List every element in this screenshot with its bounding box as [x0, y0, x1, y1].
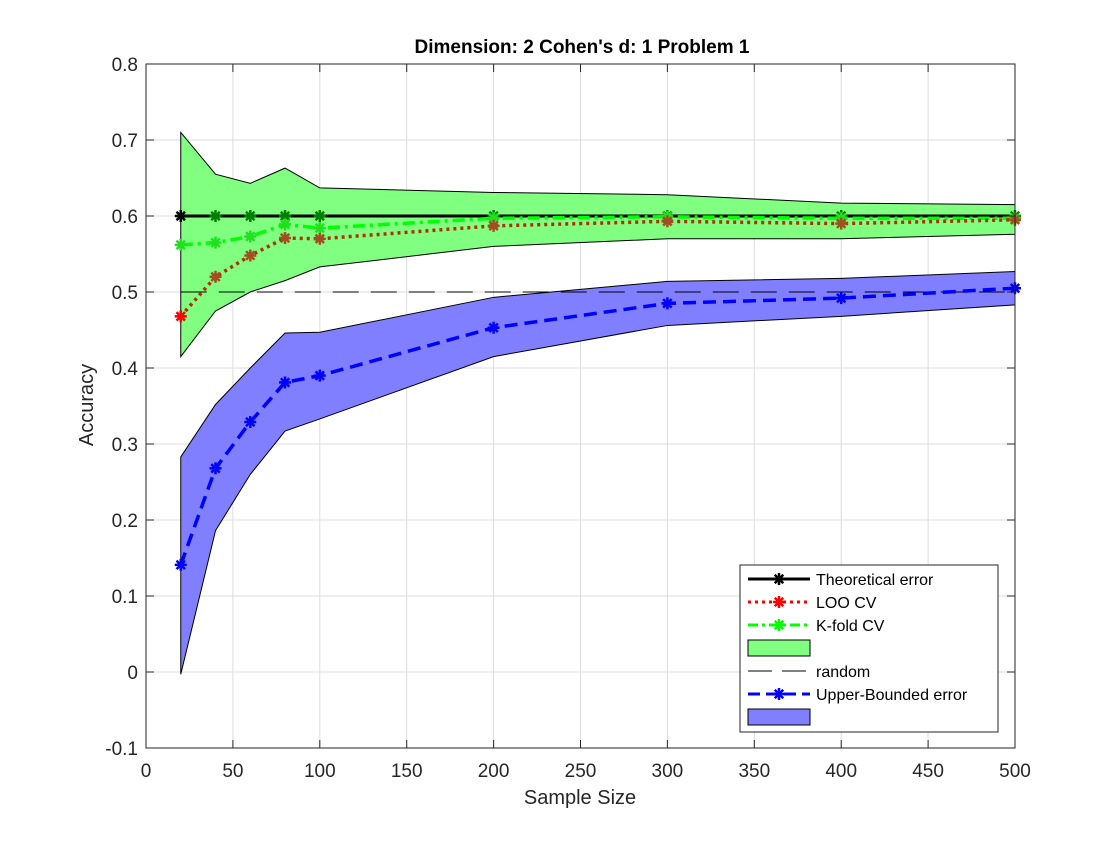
x-tick-label: 350 [738, 761, 770, 782]
loo-cv-point [174, 310, 187, 323]
y-tick-label: 0 [127, 663, 138, 684]
legend-label: random [816, 664, 870, 681]
loo-cv-point [244, 249, 257, 262]
k-fold-cv-point [279, 218, 292, 231]
loo-cv-point [279, 232, 292, 245]
k-fold-cv-line [180, 215, 1015, 247]
loo-cv-line [179, 218, 1016, 318]
x-tick-label: 250 [565, 761, 597, 782]
k-fold-cv-point [313, 222, 326, 235]
upper-bounded-error-point [835, 292, 848, 305]
legend-label: Upper-Bounded error [816, 687, 968, 704]
y-tick-label: 0.8 [112, 55, 138, 76]
y-tick-label: 0.1 [112, 587, 138, 608]
loo-cv-point [835, 217, 848, 230]
x-tick-label: 150 [391, 761, 423, 782]
upper-bounded-error-point [209, 462, 222, 475]
k-fold-cv-point [174, 238, 187, 251]
y-tick-label: 0.7 [112, 131, 138, 152]
legend: Theoretical error LOO CV K-fold CV random Up… [739, 564, 999, 733]
y-tick-label: 0.5 [112, 283, 138, 304]
y-tick-label: 0.6 [112, 207, 138, 228]
theoretical-error-point [244, 210, 257, 222]
upper-bounded-error-point [661, 297, 674, 310]
loo-cv-point [209, 270, 222, 283]
y-axis-label: Accuracy [76, 364, 98, 446]
y-tick-label: -0.1 [105, 739, 138, 760]
theoretical-error-point [209, 210, 222, 222]
y-tick-label: 0.3 [112, 435, 138, 456]
legend-label: LOO CV [816, 595, 877, 612]
x-tick-label: 300 [652, 761, 684, 782]
axes-layer [145, 63, 1016, 749]
loo-cv-point [661, 215, 674, 228]
y-tick-label: 0.4 [112, 359, 139, 380]
line-layer [174, 210, 1021, 571]
upper-bounded-error-point [279, 376, 292, 389]
legend-label: Theoretical error [816, 572, 934, 589]
legend-band-swatch [747, 708, 811, 726]
upper-bounded-error-point [487, 321, 500, 334]
x-tick-label: 100 [304, 761, 336, 782]
x-tick-label: 450 [912, 761, 944, 782]
chart-title: Dimension: 2 Cohen's d: 1 Problem 1 [415, 37, 750, 58]
x-tick-labels: 0 50 100 150 200 250 300 350 400 450 500 [141, 761, 1031, 782]
legend-marker [773, 619, 785, 631]
upper-bounded-error-point [313, 369, 326, 382]
upper-bounded-error-point [174, 558, 187, 571]
x-tick-label: 500 [999, 761, 1031, 782]
legend-marker [773, 688, 785, 700]
k-fold-cv-point [487, 212, 500, 225]
theoretical-error-point [313, 210, 326, 222]
theoretical-error-point [174, 210, 187, 222]
legend-label: K-fold CV [816, 618, 885, 635]
k-fold-cv-point [244, 230, 257, 243]
x-tick-label: 200 [478, 761, 510, 782]
x-tick-label: 50 [222, 761, 243, 782]
loo-cv-point [487, 219, 500, 232]
y-tick-labels: -0.1 0 0.1 0.2 0.3 0.4 0.5 0.6 0.7 0.8 [105, 55, 138, 760]
x-axis-label: Sample Size [524, 787, 636, 809]
x-tick-label: 0 [141, 761, 152, 782]
loo-cv-point [313, 232, 326, 245]
legend-band-swatch [747, 639, 811, 657]
y-tick-label: 0.2 [112, 511, 138, 532]
x-tick-label: 400 [825, 761, 857, 782]
legend-marker [773, 573, 785, 585]
upper-bounded-error-point [244, 415, 257, 428]
k-fold-cv-point [209, 236, 222, 249]
legend-marker [773, 596, 785, 608]
